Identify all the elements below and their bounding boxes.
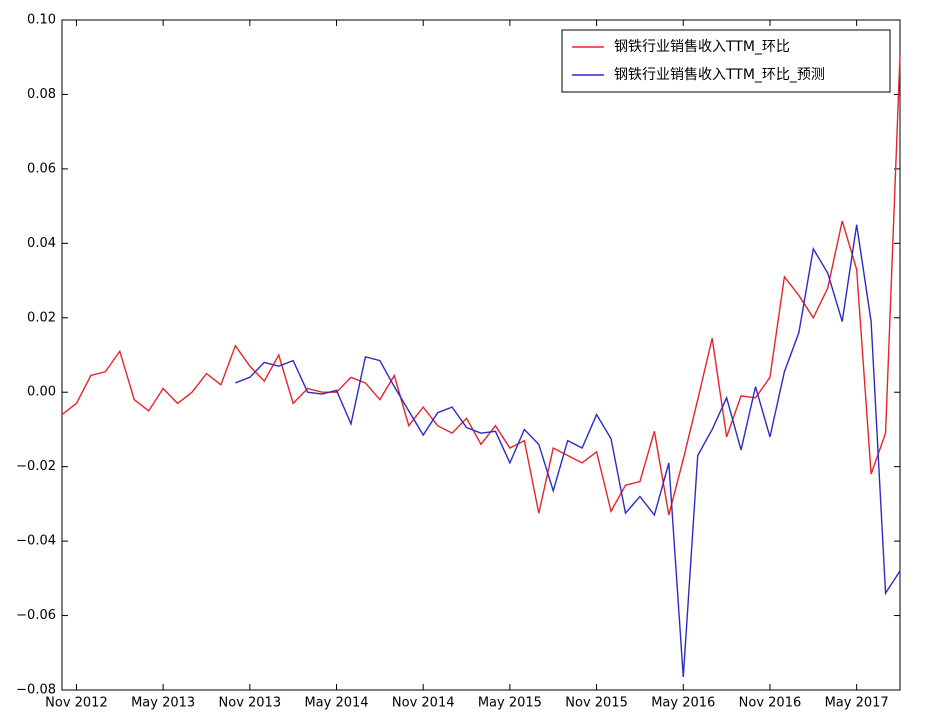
y-tick-label: 0.04: [27, 236, 56, 251]
line-series: [235, 224, 901, 678]
x-tick-label: Nov 2016: [739, 696, 802, 711]
y-tick-label: 0.06: [27, 161, 56, 176]
line-series: [61, 55, 901, 516]
plot-frame: [61, 19, 901, 691]
x-tick-label: May 2014: [304, 696, 368, 711]
y-tick-label: −0.08: [16, 683, 56, 698]
y-tick-label: 0.08: [27, 87, 56, 102]
x-tick-label: May 2013: [131, 696, 195, 711]
x-tick-label: May 2015: [478, 696, 542, 711]
y-tick-label: −0.06: [16, 608, 56, 623]
legend-box: [561, 29, 891, 93]
x-tick-label: May 2016: [651, 696, 715, 711]
y-tick-label: −0.02: [16, 459, 56, 474]
x-tick-label: Nov 2014: [392, 696, 455, 711]
legend-label: 钢铁行业销售收入TTM_环比: [614, 39, 790, 55]
y-tick-label: 0.00: [27, 385, 56, 400]
x-tick-label: Nov 2013: [219, 696, 282, 711]
x-tick-label: Nov 2012: [45, 696, 108, 711]
x-tick-label: Nov 2015: [565, 696, 628, 711]
y-tick-label: 0.10: [27, 13, 56, 28]
x-tick-label: May 2017: [825, 696, 889, 711]
y-tick-label: −0.04: [16, 534, 56, 549]
y-tick-label: 0.02: [27, 310, 56, 325]
legend-label: 钢铁行业销售收入TTM_环比_预测: [614, 67, 825, 83]
